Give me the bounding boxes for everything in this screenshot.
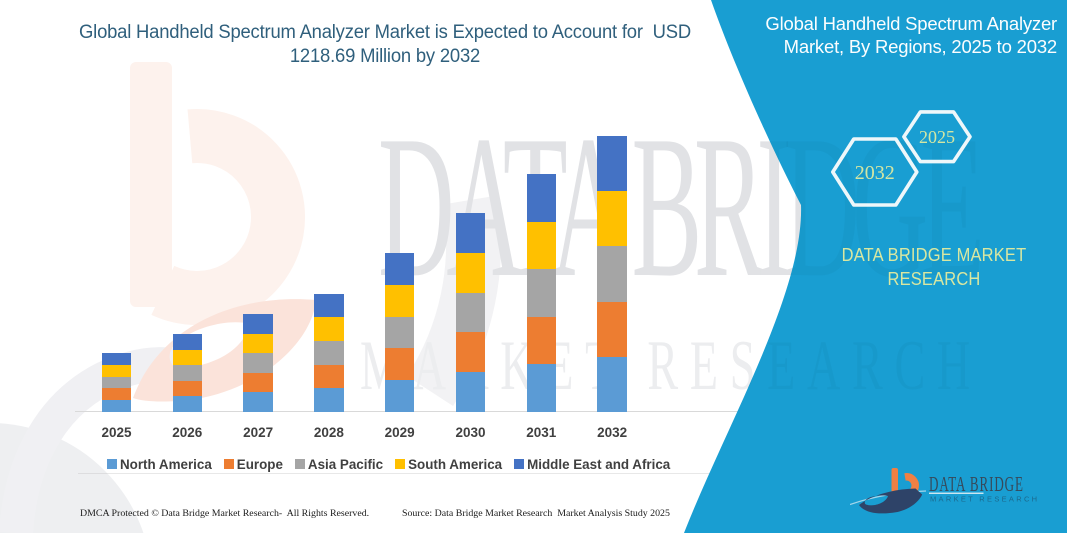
svg-text:2025: 2025 <box>919 127 955 147</box>
svg-text:2032: 2032 <box>855 162 895 184</box>
svg-text:DATA BRIDGE: DATA BRIDGE <box>929 472 1024 496</box>
svg-text:MARKET RESEARCH: MARKET RESEARCH <box>360 326 982 404</box>
svg-text:MARKET RESEARCH: MARKET RESEARCH <box>930 495 1039 504</box>
